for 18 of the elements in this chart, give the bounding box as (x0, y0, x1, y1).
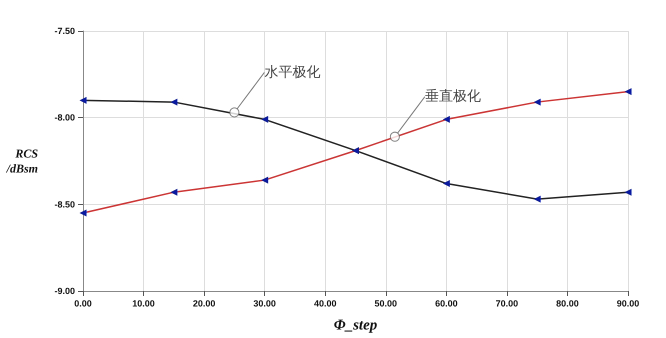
annotation: 垂直极化 (424, 88, 481, 105)
x-tick-label: 0.00 (74, 298, 92, 308)
y-tick-label: -8.00 (54, 112, 75, 123)
x-tick-label: 60.00 (435, 298, 458, 308)
x-tick-label: 70.00 (496, 298, 518, 308)
y-axis-title: RCS /dBsm (6, 146, 38, 176)
x-tick-label: 50.00 (374, 298, 398, 308)
x-tick-label: 90.00 (616, 298, 640, 308)
x-tick-label: 40.00 (314, 298, 336, 308)
y-tick-label: -9.00 (54, 286, 75, 296)
y-tick-label: -7.50 (54, 26, 75, 36)
x-tick-label: 30.00 (253, 298, 276, 308)
x-tick-label: 20.00 (192, 298, 216, 308)
y-tick-label: -8.50 (54, 199, 75, 210)
x-tick-label: 10.00 (132, 298, 155, 308)
x-axis-title: Φ_step (334, 318, 378, 334)
annotation: 水平极化 (264, 64, 320, 80)
x-tick-label: 80.00 (556, 298, 579, 308)
